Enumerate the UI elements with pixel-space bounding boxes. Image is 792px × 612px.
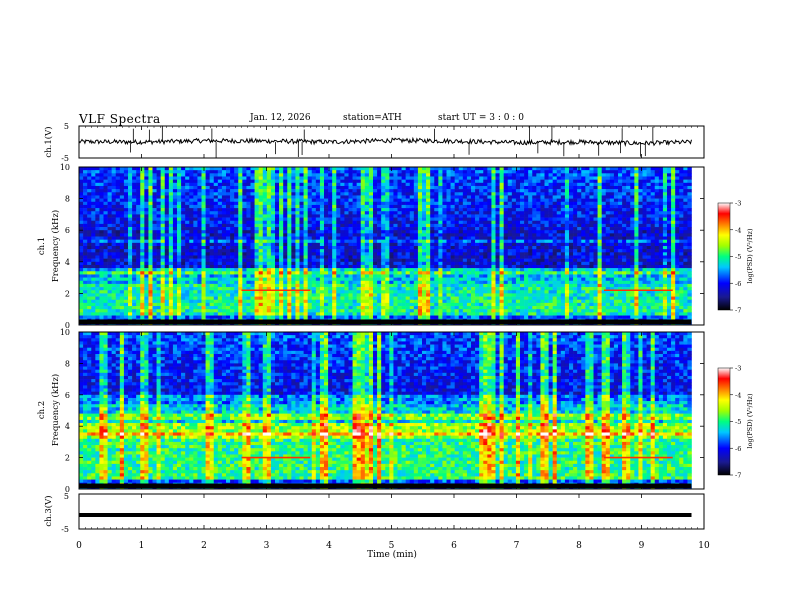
freq-tick-label: 6: [65, 391, 70, 400]
ch1-colorbar-gradient: [717, 202, 731, 311]
ch1-spikes: [130, 126, 654, 158]
colorbar-tick-label: -7: [735, 307, 741, 315]
ch1-ylabel: ch.1(V): [43, 126, 54, 157]
ch1-ylabel-channel: ch.1: [37, 237, 47, 255]
ch3-ytick-top: 5: [64, 492, 69, 501]
freq-tick-label: 4: [65, 422, 70, 431]
ch2-colorbar: -3 -4 -5 -6 -7 log(PSD) (V²/Hz): [717, 365, 754, 480]
figure-title: VLF Spectra: [79, 112, 161, 126]
colorbar-tick-label: -6: [735, 445, 741, 453]
x-tick-label: 9: [639, 541, 645, 551]
x-tick-label: 5: [389, 541, 395, 551]
freq-tick-label: 8: [65, 195, 70, 204]
ch1-ytick-bottom: -5: [61, 154, 69, 163]
colorbar-tick-label: -5: [735, 253, 741, 261]
ch1-colorbar-ticks: -3 -4 -5 -6 -7: [730, 200, 741, 315]
colorbar-tick-label: -6: [735, 280, 741, 288]
ch2-freq-ylabel: Frequency (kHz): [50, 374, 61, 446]
ch3-waveform-panel: 5 -5 ch.3(V): [43, 492, 705, 534]
freq-tick-label: 10: [60, 163, 70, 172]
colorbar-tick-label: -7: [735, 472, 741, 480]
ch1-waveform-line: [78, 136, 692, 147]
freq-tick-label: 8: [65, 359, 70, 368]
freq-tick-label: 0: [65, 485, 70, 494]
freq-tick-label: 2: [65, 289, 70, 298]
ch1-colorbar-label: log(PSD) (V²/Hz): [746, 228, 754, 283]
ch1-ylabel-line1: ch.1: [37, 237, 47, 255]
ch2-ylabel-channel: ch.2: [37, 401, 47, 419]
x-tick-label: 4: [326, 541, 332, 551]
ch2-colorbar-label: log(PSD) (V²/Hz): [746, 393, 754, 448]
x-tick-label: 3: [264, 541, 270, 551]
station-label: station=ATH: [343, 113, 402, 123]
colorbar-tick-label: -3: [735, 365, 741, 373]
ch3-ytick-bottom: -5: [61, 525, 69, 534]
freq-tick-label: 10: [60, 328, 70, 337]
freq-tick-label: 4: [65, 258, 70, 267]
colorbar-tick-label: -3: [735, 200, 741, 208]
freq-tick-label: 0: [65, 321, 70, 330]
freq-tick-label: 6: [65, 226, 70, 235]
ch1-spectrogram-panel: 0 2 4 6 8 10 ch.1 Frequency (kHz): [37, 163, 705, 330]
low-freq-band: [79, 483, 692, 489]
ch3-ylabel: ch.3(V): [43, 495, 54, 526]
start-time-label: start UT = 3 : 0 : 0: [438, 113, 524, 123]
x-tick-label: 6: [451, 541, 457, 551]
colorbar-tick-label: -5: [735, 418, 741, 426]
x-tick-label: 0: [76, 541, 82, 551]
ch2-spectrogram-panel: 0 2 4 6 8 10 ch.2 Frequency (kHz): [37, 328, 705, 494]
ch1-freq-ticks: 0 2 4 6 8 10: [60, 163, 704, 330]
ch2-spectrogram-image: [79, 332, 704, 490]
date-label: Jan. 12, 2026: [250, 113, 311, 123]
ch2-ylabel-line1: ch.2: [37, 401, 47, 419]
x-tick-label: 8: [576, 541, 582, 551]
ch2-freq-ticks: 0 2 4 6 8 10: [60, 328, 704, 494]
x-tick-label: 2: [201, 541, 207, 551]
freq-tick-label: 2: [65, 454, 70, 463]
colorbar-tick-label: -4: [735, 391, 741, 399]
ch1-waveform-panel: 5 -5 ch.1(V): [43, 122, 705, 163]
ch1-ytick-top: 5: [64, 122, 69, 131]
x-axis-label: Time (min): [367, 549, 417, 560]
x-tick-label: 7: [514, 541, 520, 551]
ch1-colorbar: -3 -4 -5 -6 -7 log(PSD) (V²/Hz): [717, 200, 754, 315]
ch1-freq-ylabel: Frequency (kHz): [50, 210, 61, 282]
x-tick-label: 10: [698, 541, 710, 551]
ch2-colorbar-ticks: -3 -4 -5 -6 -7: [730, 365, 741, 480]
x-axis: 0 1 2 3 4 5 6 7 8 9 10: [76, 126, 710, 551]
x-tick-label: 1: [139, 541, 145, 551]
ch2-colorbar-gradient: [717, 367, 731, 476]
colorbar-tick-label: -4: [735, 226, 741, 234]
ch1-spectrogram-image: [79, 167, 704, 326]
low-freq-band: [79, 319, 692, 325]
